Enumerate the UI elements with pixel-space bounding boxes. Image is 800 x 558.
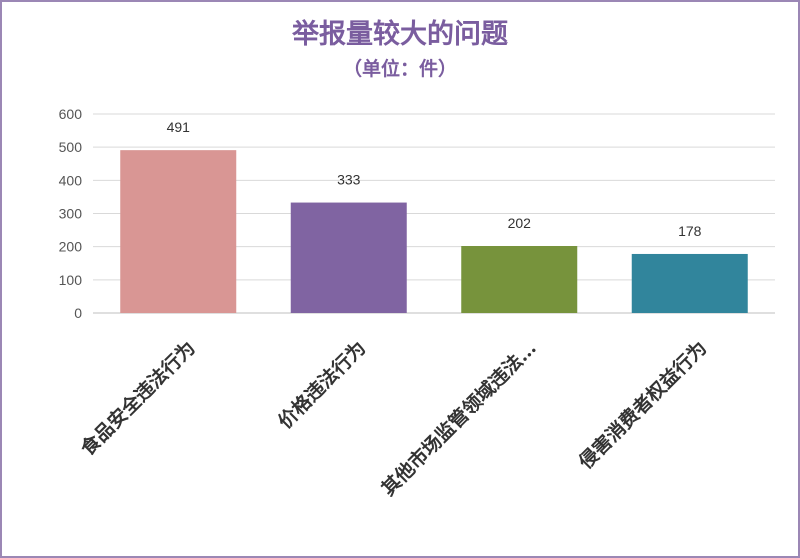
- bar: [290, 202, 407, 313]
- y-tick-label: 600: [59, 106, 83, 122]
- x-category-label: 食品安全违法行为: [76, 336, 200, 460]
- bar: [120, 150, 237, 313]
- y-tick-label: 100: [59, 272, 83, 288]
- data-label: 333: [337, 172, 361, 188]
- x-category-label: 其他市场监管领域违法…: [377, 336, 541, 500]
- y-tick-label: 500: [59, 139, 83, 155]
- y-tick-label: 0: [74, 305, 82, 321]
- data-label: 178: [678, 223, 702, 239]
- data-label: 202: [508, 215, 532, 231]
- chart-title: 举报量较大的问题: [292, 19, 508, 50]
- bar: [461, 246, 578, 313]
- data-label: 491: [167, 119, 191, 135]
- bar: [631, 253, 748, 313]
- x-category-label: 侵害消费者权益行为: [573, 336, 711, 474]
- chart-subtitle: （单位：件）: [342, 58, 457, 80]
- y-tick-label: 300: [59, 206, 83, 222]
- x-category-label: 价格违法行为: [273, 336, 370, 433]
- y-tick-label: 200: [59, 239, 83, 255]
- y-tick-label: 400: [59, 172, 83, 188]
